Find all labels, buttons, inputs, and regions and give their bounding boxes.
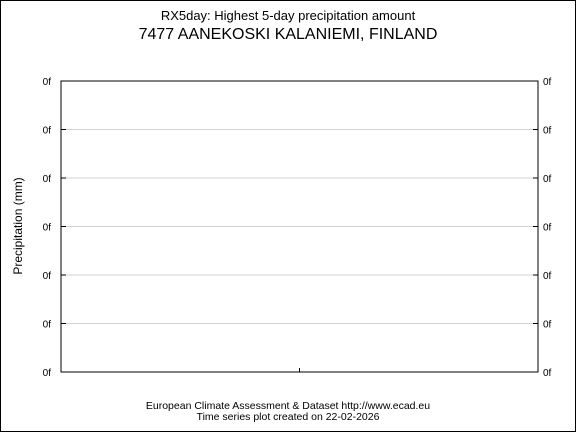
y-tick-label-right: 0f bbox=[543, 320, 552, 331]
y-tick-label-left: 0f bbox=[43, 271, 52, 282]
y-axis-left-tick-labels: 0f 0f 0f 0f 0f 0f 0f bbox=[43, 77, 52, 379]
chart-title: RX5day: Highest 5-day precipitation amou… bbox=[160, 8, 416, 23]
y-tick-label-right: 0f bbox=[543, 271, 552, 282]
y-tick-label-left: 0f bbox=[43, 223, 52, 234]
y-tick-label-left: 0f bbox=[43, 77, 52, 88]
y-tick-label-left: 0f bbox=[43, 320, 52, 331]
y-tick-label-right: 0f bbox=[543, 174, 552, 185]
y-tick-label-right: 0f bbox=[543, 126, 552, 137]
chart-subtitle: 7477 AANEKOSKI KALANIEMI, FINLAND bbox=[138, 26, 438, 43]
y-axis-right-tick-labels: 0f 0f 0f 0f 0f 0f 0f bbox=[543, 77, 552, 379]
y-tick-label-left: 0f bbox=[43, 174, 52, 185]
y-axis-label: Precipitation (mm) bbox=[11, 177, 25, 274]
y-tick-label-right: 0f bbox=[543, 368, 552, 379]
grid-lines bbox=[61, 129, 538, 324]
axis-ticks bbox=[61, 80, 538, 373]
y-tick-label-left: 0f bbox=[43, 368, 52, 379]
footer-credit: European Climate Assessment & Dataset ht… bbox=[145, 400, 431, 412]
y-tick-label-right: 0f bbox=[543, 77, 552, 88]
footer-created-date: Time series plot created on 22-02-2026 bbox=[196, 411, 380, 423]
y-tick-label-left: 0f bbox=[43, 126, 52, 137]
y-tick-label-right: 0f bbox=[543, 223, 552, 234]
